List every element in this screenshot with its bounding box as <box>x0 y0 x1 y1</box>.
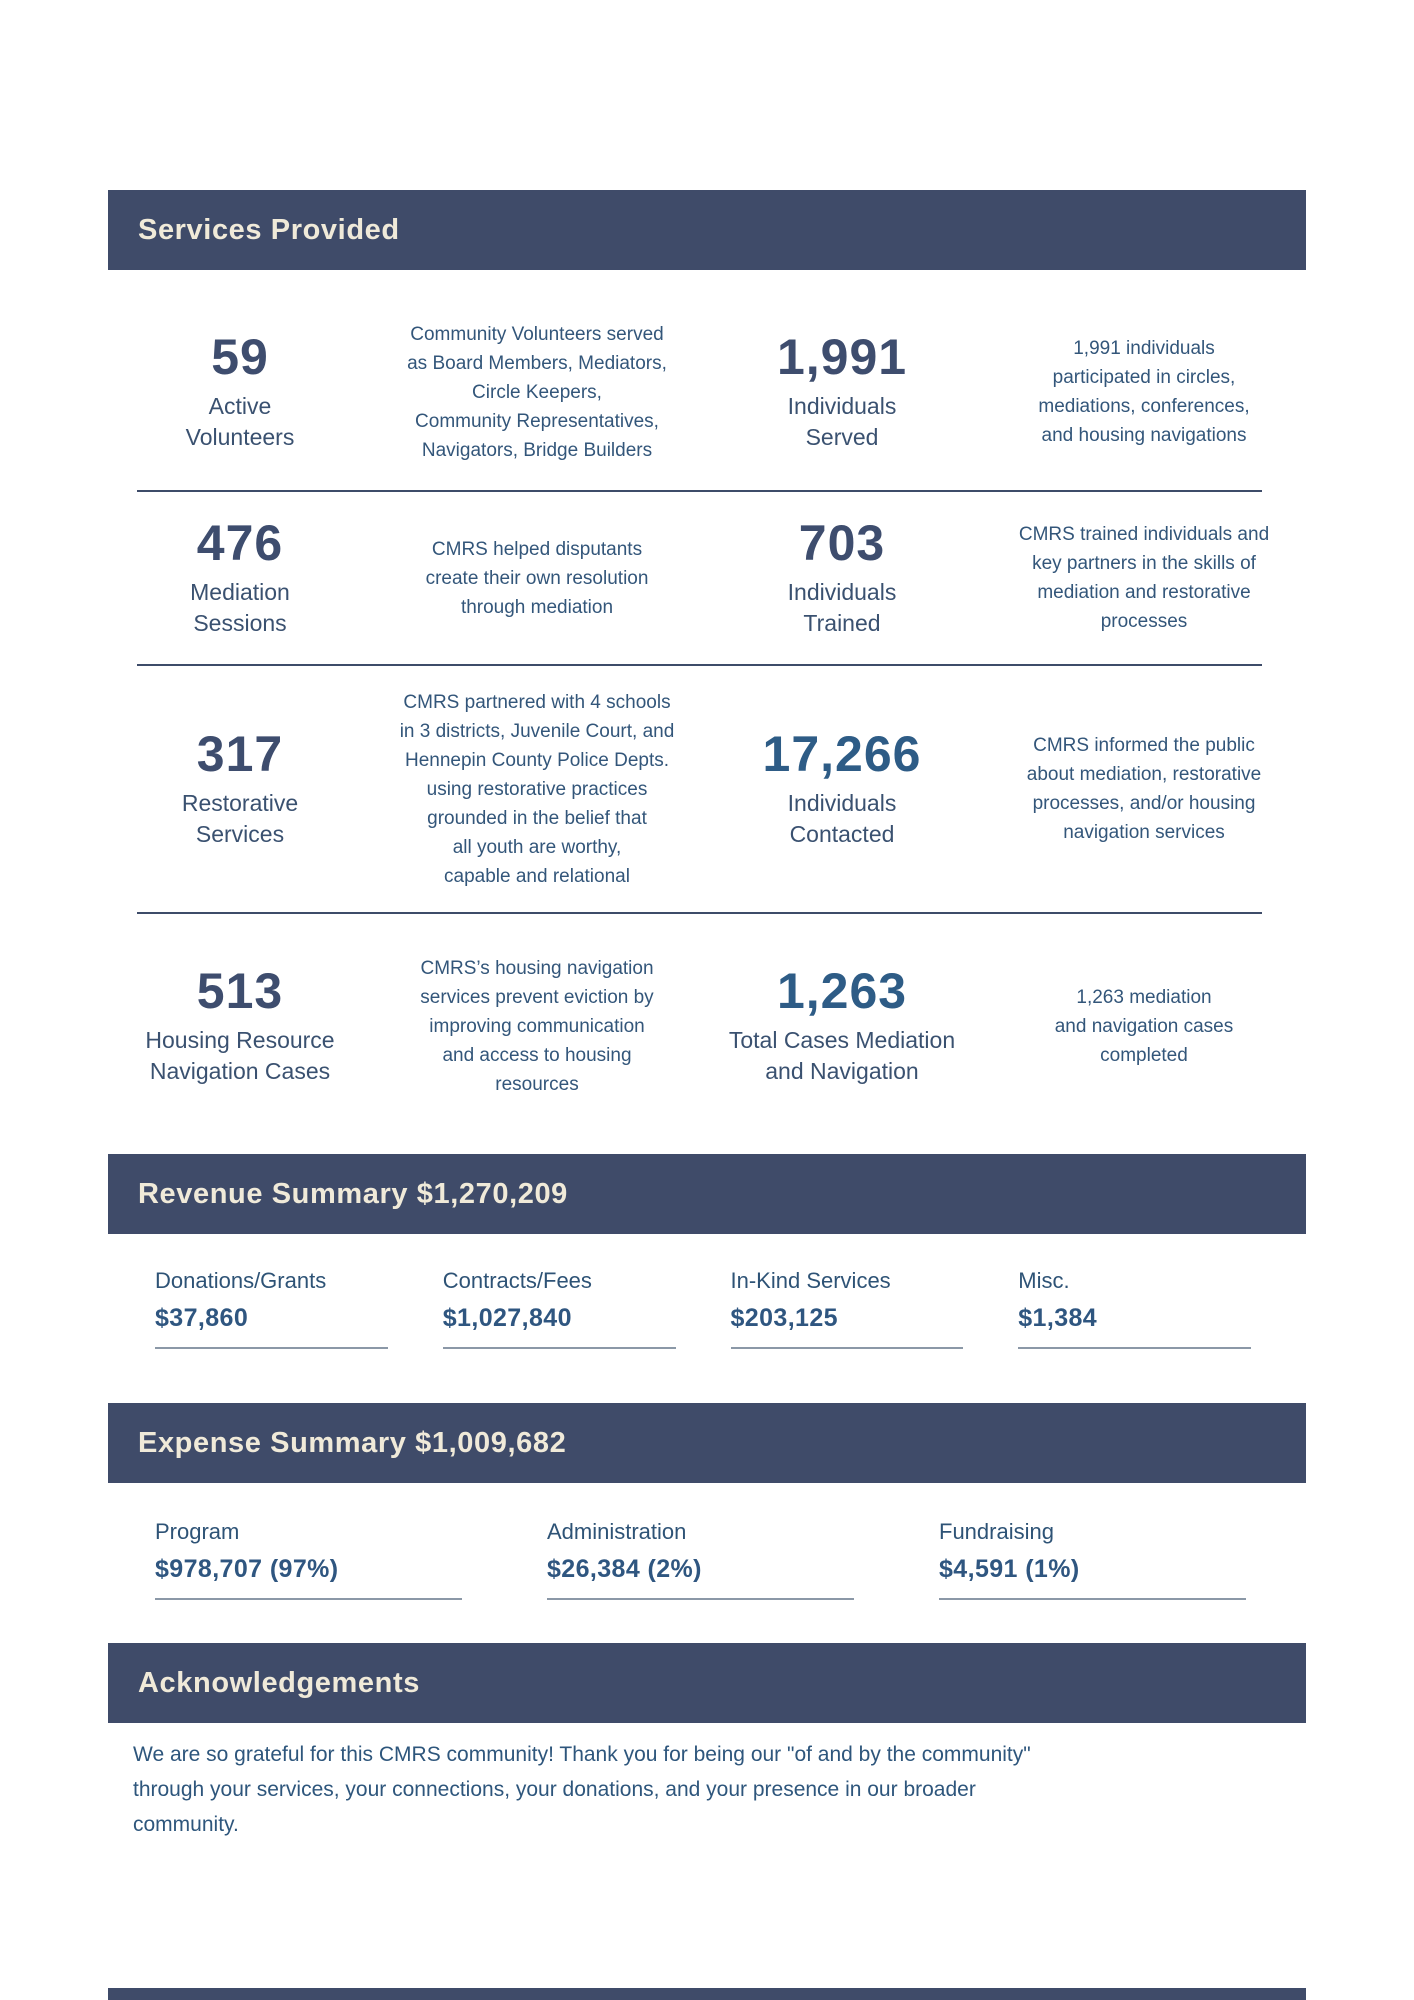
expense-item-label: Fundraising <box>939 1519 1054 1544</box>
expense-item-program: Program $978,707 (97%) <box>155 1519 462 1600</box>
bottom-partial-section-band <box>108 1988 1306 2000</box>
stat-total-cases: 1,263 Total Cases Mediation and Navigati… <box>702 959 982 1093</box>
revenue-item-value: $203,125 <box>730 1304 838 1332</box>
acknowledgements-section-header: Acknowledgements <box>108 1643 1306 1723</box>
expense-section-title: Expense Summary $1,009,682 <box>138 1426 567 1459</box>
stat-individuals-served: 1,991 Individuals Served <box>702 325 982 459</box>
services-row-2: 476 Mediation Sessions CMRS helped dispu… <box>108 492 1306 664</box>
services-section-header: Services Provided <box>108 190 1306 270</box>
revenue-item-in-kind-services: In-Kind Services $203,125 <box>730 1268 964 1349</box>
revenue-item-value: $1,384 <box>1018 1304 1098 1332</box>
revenue-item-value: $1,027,840 <box>442 1304 572 1332</box>
revenue-item-label: Donations/Grants <box>155 1268 327 1293</box>
revenue-item-contracts-fees: Contracts/Fees $1,027,840 <box>442 1268 676 1349</box>
services-row-3: 317 Restorative Services CMRS partnered … <box>108 666 1306 912</box>
stat-description: 1,991 individuals participated in circle… <box>1038 338 1250 446</box>
stat-value: 703 <box>798 515 886 572</box>
stat-label: Mediation Sessions <box>190 578 290 636</box>
expense-item-label: Administration <box>547 1519 687 1544</box>
expense-item-value: $26,384 (2%) <box>547 1555 702 1583</box>
expense-item-administration: Administration $26,384 (2%) <box>547 1519 854 1600</box>
expense-item-fundraising: Fundraising $4,591 (1%) <box>939 1519 1246 1600</box>
stat-label: Individuals Served <box>787 392 897 450</box>
stat-label: Housing Resource Navigation Cases <box>145 1026 335 1084</box>
page-content: Services Provided 59 Active Volunteers C… <box>108 190 1306 1842</box>
expense-section-header: Expense Summary $1,009,682 <box>108 1403 1306 1483</box>
stat-description: CMRS’s housing navigation services preve… <box>420 957 654 1095</box>
expense-items: Program $978,707 (97%) Administration $2… <box>155 1519 1246 1600</box>
stat-individuals-contacted: 17,266 Individuals Contacted <box>702 722 982 856</box>
stat-value: 513 <box>196 963 284 1020</box>
acknowledgements-paragraph: We are so grateful for this CMRS communi… <box>133 1743 1031 1836</box>
services-row-1: 59 Active Volunteers Community Volunteer… <box>108 294 1306 490</box>
revenue-item-label: Contracts/Fees <box>442 1268 592 1293</box>
revenue-items: Donations/Grants $37,860 Contracts/Fees … <box>155 1268 1251 1349</box>
revenue-section-title: Revenue Summary $1,270,209 <box>138 1177 568 1210</box>
services-section-title: Services Provided <box>138 213 400 246</box>
revenue-item-misc: Misc. $1,384 <box>1018 1268 1251 1349</box>
row-divider <box>137 912 1262 914</box>
stat-mediation-sessions: 476 Mediation Sessions <box>108 511 372 645</box>
stat-value: 1,991 <box>776 329 908 386</box>
stat-label: Individuals Trained <box>787 578 897 636</box>
stat-label: Active Volunteers <box>185 392 295 450</box>
services-stats-grid: 59 Active Volunteers Community Volunteer… <box>108 294 1306 1138</box>
stat-individuals-trained: 703 Individuals Trained <box>702 511 982 645</box>
stat-value: 59 <box>211 329 269 386</box>
services-row-4: 513 Housing Resource Navigation Cases CM… <box>108 914 1306 1138</box>
stat-label: Individuals Contacted <box>787 789 897 847</box>
acknowledgements-section-title: Acknowledgements <box>138 1666 420 1699</box>
stat-value: 1,263 <box>776 963 908 1020</box>
stat-description: CMRS partnered with 4 schools in 3 distr… <box>399 691 675 887</box>
revenue-item-label: In-Kind Services <box>730 1268 891 1293</box>
stat-active-volunteers: 59 Active Volunteers <box>108 325 372 459</box>
expense-item-value: $978,707 (97%) <box>155 1555 339 1583</box>
row-divider <box>137 664 1262 666</box>
revenue-item-label: Misc. <box>1018 1268 1070 1293</box>
stat-description: CMRS informed the public about mediation… <box>1026 735 1262 843</box>
stat-label: Total Cases Mediation and Navigation <box>728 1026 956 1084</box>
row-divider <box>137 490 1262 492</box>
stat-housing-navigation-cases: 513 Housing Resource Navigation Cases <box>108 959 372 1093</box>
stat-restorative-services: 317 Restorative Services <box>108 722 372 856</box>
stat-description: 1,263 mediation and navigation cases com… <box>1054 986 1234 1066</box>
expense-item-value: $4,591 (1%) <box>939 1555 1080 1583</box>
revenue-item-donations-grants: Donations/Grants $37,860 <box>155 1268 388 1349</box>
stat-value: 317 <box>196 726 284 783</box>
revenue-section-header: Revenue Summary $1,270,209 <box>108 1154 1306 1234</box>
stat-label: Restorative Services <box>181 789 299 847</box>
expense-item-label: Program <box>155 1519 240 1544</box>
revenue-item-value: $37,860 <box>155 1304 249 1332</box>
stat-description: CMRS trained individuals and key partner… <box>1018 524 1270 632</box>
stat-value: 17,266 <box>762 726 922 783</box>
stat-value: 476 <box>196 515 284 572</box>
stat-description: CMRS helped disputants create their own … <box>425 538 649 618</box>
stat-description: Community Volunteers served as Board Mem… <box>407 323 667 461</box>
